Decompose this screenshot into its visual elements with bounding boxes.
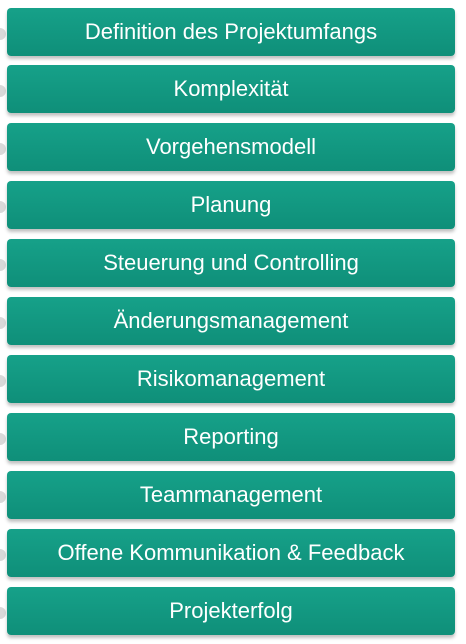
connector-dot: [0, 143, 6, 155]
step-steuerung-und-controlling: Steuerung und Controlling: [7, 239, 455, 287]
step-row: Steuerung und Controlling: [0, 239, 466, 295]
step-planung: Planung: [7, 181, 455, 229]
connector-dot: [0, 201, 6, 213]
step-vorgehensmodell: Vorgehensmodell: [7, 123, 455, 171]
step-projekterfolg: Projekterfolg: [7, 587, 455, 635]
step-row: Projekterfolg: [0, 587, 466, 643]
step-row: Vorgehensmodell: [0, 123, 466, 179]
connector-dot: [0, 259, 6, 271]
step-row: Definition des Projektumfangs: [0, 8, 466, 64]
step-offene-kommunikation-feedback: Offene Kommunikation & Feedback: [7, 529, 455, 577]
step-reporting: Reporting: [7, 413, 455, 461]
connector-dot: [0, 607, 6, 619]
step-aenderungsmanagement: Änderungsmanagement: [7, 297, 455, 345]
connector-dot: [0, 549, 6, 561]
step-row: Komplexität: [0, 65, 466, 121]
connector-dot: [0, 317, 6, 329]
step-komplexitaet: Komplexität: [7, 65, 455, 113]
step-row: Änderungsmanagement: [0, 297, 466, 353]
connector-dot: [0, 28, 6, 40]
step-definition-des-projektumfangs: Definition des Projektumfangs: [7, 8, 455, 56]
step-row: Offene Kommunikation & Feedback: [0, 529, 466, 585]
step-risikomanagement: Risikomanagement: [7, 355, 455, 403]
connector-dot: [0, 85, 6, 97]
step-row: Reporting: [0, 413, 466, 469]
step-teammanagement: Teammanagement: [7, 471, 455, 519]
connector-dot: [0, 491, 6, 503]
connector-dot: [0, 433, 6, 445]
step-row: Planung: [0, 181, 466, 237]
connector-dot: [0, 375, 6, 387]
step-row: Risikomanagement: [0, 355, 466, 411]
step-row: Teammanagement: [0, 471, 466, 527]
